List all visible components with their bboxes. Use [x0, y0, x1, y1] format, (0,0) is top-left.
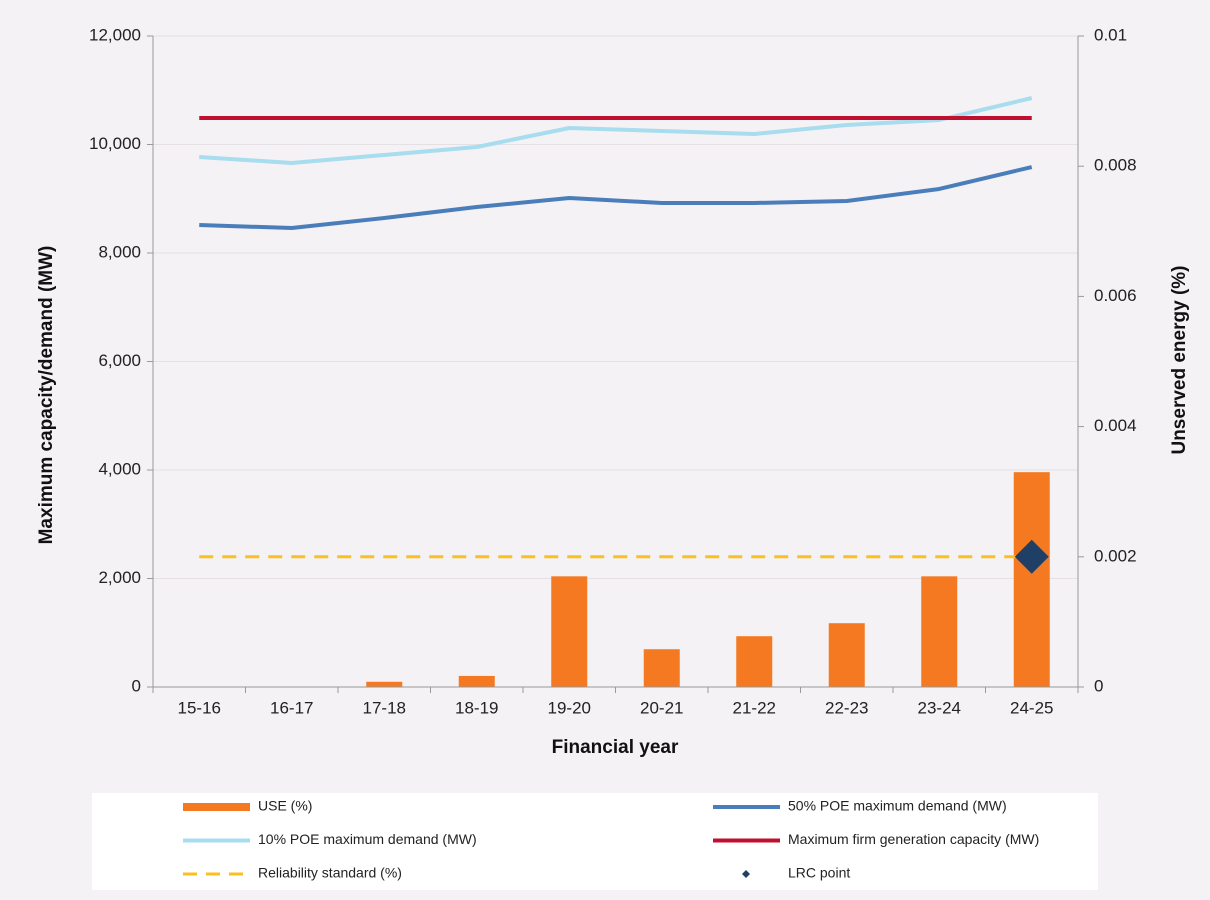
legend-swatch — [183, 803, 250, 811]
legend-label: Reliability standard (%) — [258, 865, 402, 881]
bar — [366, 681, 403, 687]
x-axis-title: Financial year — [552, 737, 679, 758]
x-tick-label: 15-16 — [178, 698, 221, 717]
bar — [551, 576, 588, 687]
x-tick-label: 18-19 — [455, 698, 498, 717]
y-axis-title: Maximum capacity/demand (MW) — [36, 246, 57, 545]
x-tick-label: 19-20 — [548, 698, 591, 717]
x-tick-label: 16-17 — [270, 698, 313, 717]
x-tick-label: 22-23 — [825, 698, 868, 717]
plot-marks — [199, 96, 1050, 687]
y-tick-label: 2,000 — [98, 568, 141, 587]
point — [1014, 539, 1049, 574]
y-tick-label: 6,000 — [98, 351, 141, 370]
y-tick-label: 10,000 — [89, 134, 141, 153]
grid — [153, 35, 1078, 688]
line — [199, 165, 1033, 231]
bar — [921, 576, 958, 687]
x-tick-label: 23-24 — [918, 698, 961, 717]
x-tick-label: 24-25 — [1010, 698, 1053, 717]
axes: 0 2,000 4,000 6,000 8,000 10,000 12,000 0 0.002 0… — [89, 25, 1137, 717]
y-tick-label: 8,000 — [98, 242, 141, 261]
legend-label: Maximum firm generation capacity (MW) — [788, 831, 1039, 847]
bar — [828, 623, 865, 687]
bar — [643, 649, 680, 687]
legend-box — [92, 793, 1098, 890]
legend-label: LRC point — [788, 865, 850, 881]
legend-swatch — [742, 870, 750, 878]
y2-tick-label: 0 — [1094, 676, 1103, 695]
y2-tick-label: 0.002 — [1094, 546, 1137, 565]
x-tick-label: 21-22 — [733, 698, 776, 717]
bar — [1013, 472, 1050, 687]
line — [199, 96, 1033, 165]
y2-axis-title: Unserved energy (%) — [1169, 265, 1190, 454]
legend: USE (%) 50% POE maximum demand (MW) 10% PO… — [183, 798, 1039, 881]
legend-label: 50% POE maximum demand (MW) — [788, 798, 1007, 814]
bar — [736, 636, 773, 687]
x-tick-label: 20-21 — [640, 698, 683, 717]
legend-label: USE (%) — [258, 798, 312, 814]
y-tick-label: 0 — [132, 676, 141, 695]
y2-tick-label: 0.01 — [1094, 25, 1127, 44]
y2-tick-label: 0.004 — [1094, 416, 1137, 435]
bar — [458, 675, 495, 687]
x-tick-label: 17-18 — [363, 698, 406, 717]
legend-label: 10% POE maximum demand (MW) — [258, 831, 477, 847]
y-tick-label: 4,000 — [98, 459, 141, 478]
y-tick-label: 12,000 — [89, 25, 141, 44]
y2-tick-label: 0.008 — [1094, 156, 1137, 175]
y2-tick-label: 0.006 — [1094, 286, 1137, 305]
